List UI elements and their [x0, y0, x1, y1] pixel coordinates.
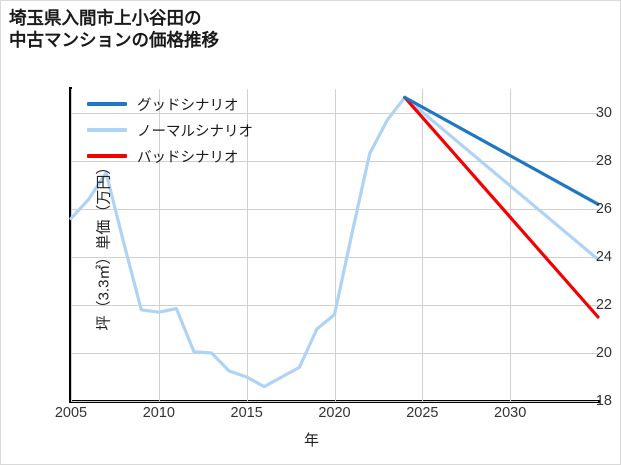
legend-item-label: ノーマルシナリオ	[137, 123, 253, 140]
legend-color-swatch	[87, 127, 127, 133]
y-tick-label: 20	[595, 345, 612, 361]
gridline-vertical	[71, 89, 72, 401]
legend-item[interactable]: ノーマルシナリオ	[87, 121, 253, 140]
x-tick-label: 2005	[54, 405, 88, 421]
x-axis-title: 年	[303, 432, 319, 449]
x-tick-label: 2025	[406, 405, 439, 421]
y-tick-label: 30	[595, 105, 612, 121]
y-tick-label: 28	[595, 153, 612, 169]
legend-color-swatch	[87, 101, 127, 107]
x-tick-label: 2010	[142, 405, 175, 421]
y-tick-label: 18	[595, 393, 612, 409]
series-line	[403, 95, 600, 319]
y-tick-label: 24	[595, 249, 612, 265]
gridline-vertical	[246, 89, 248, 401]
chart-title: 埼玉県入間市上小谷田の 中古マンションの価格推移	[9, 8, 219, 51]
gridline-vertical	[510, 89, 512, 401]
legend-item-label: バッドシナリオ	[137, 149, 239, 166]
legend-item[interactable]: バッドシナリオ	[87, 147, 253, 166]
series-lines	[69, 95, 600, 389]
series-line	[403, 95, 600, 206]
x-tick-label: 2015	[230, 405, 263, 421]
gridline-vertical	[334, 89, 336, 401]
y-tick-label: 22	[595, 297, 612, 313]
legend-color-swatch	[87, 153, 127, 159]
x-tick-label: 2030	[494, 405, 527, 421]
plot-area: 坪（3.3㎡）単価（万円）	[69, 89, 600, 402]
gridline-vertical	[158, 89, 160, 401]
gridline-horizontal	[71, 401, 598, 402]
x-tick-label: 2020	[318, 405, 351, 421]
legend-item-label: グッドシナリオ	[137, 97, 239, 114]
y-tick-label: 26	[595, 201, 612, 217]
y-axis-spine	[69, 87, 72, 403]
gridline-vertical	[422, 89, 424, 401]
chart-legend: グッドシナリオ ノーマルシナリオ バッドシナリオ	[87, 95, 253, 166]
series-line	[69, 95, 600, 389]
legend-item[interactable]: グッドシナリオ	[87, 95, 253, 114]
